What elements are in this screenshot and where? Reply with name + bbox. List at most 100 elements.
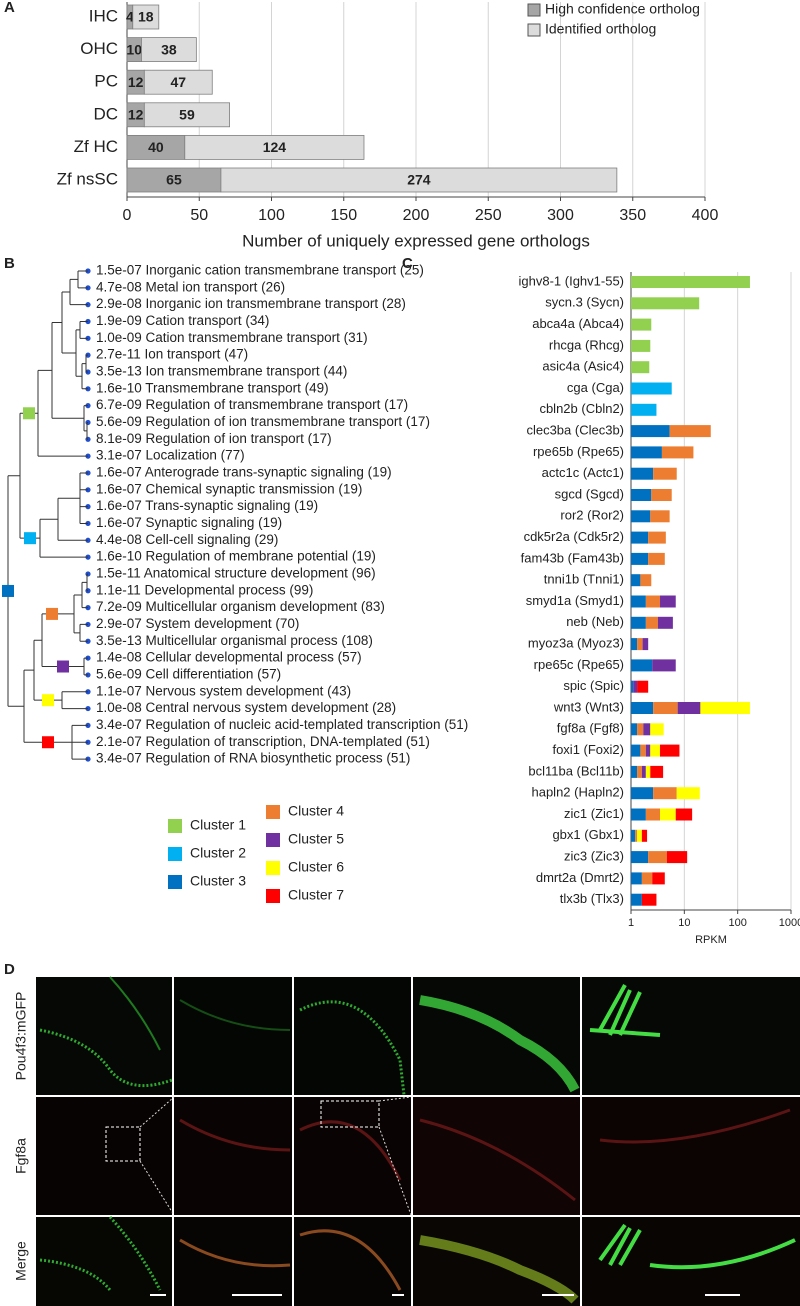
cluster-marker [2,584,14,597]
bar-segment [631,339,651,352]
bar-segment [677,702,701,714]
x-tick-label: 400 [692,207,719,224]
bar-segment [631,829,636,842]
category-label: IHC [89,6,118,25]
go-term: 3.4e-07 Regulation of nucleic acid-templ… [96,717,468,732]
go-term: 1.4e-08 Cellular developmental process (… [96,650,362,665]
category-label: zic3 (Zic3) [564,849,624,864]
cluster-marker [23,407,35,420]
bar-segment [631,765,638,778]
bar-segment [660,595,676,608]
x-tick-label: 300 [547,207,574,224]
bar-segment [640,744,646,757]
value-label: 40 [148,139,164,155]
inset-box [320,1100,380,1128]
bar-segment [645,808,661,821]
cluster-marker [24,532,36,545]
category-label: myoz3a (Myoz3) [528,636,624,651]
bar-segment [653,467,677,480]
cell-signal [589,984,661,1037]
category-label: Zf HC [74,137,118,156]
bar-segment [631,808,646,821]
dendrogram [2,270,88,760]
bar-segment [650,744,661,757]
go-term: 1.6e-07 Chemical synaptic transmission (… [96,481,362,496]
category-label: rhcga (Rhcg) [549,337,624,352]
category-label: dmrt2a (Dmrt2) [536,870,624,885]
image [36,1217,172,1306]
bar-segment [648,552,665,565]
bar-segment [645,765,651,778]
go-term: 1.1e-07 Nervous system development (43) [96,683,351,698]
go-term: 4.7e-08 Metal ion transport (26) [96,279,285,294]
category-label: clec3ba (Clec3b) [526,423,624,438]
bar-segment [652,659,676,672]
bar-segment [631,467,654,480]
bar-segment [637,765,642,778]
value-label: 47 [171,74,187,90]
image [174,977,292,1095]
category-label: sgcd (Sgcd) [555,486,624,501]
bar-segment [640,574,652,587]
x-tick-label: 10 [678,917,690,929]
bar-segment [657,616,673,629]
micrograph-panel [36,976,800,1306]
go-term: 5.6e-09 Cell differentiation (57) [96,666,281,681]
bar-segment [645,616,658,629]
image [174,1097,292,1215]
value-label: 65 [166,172,182,188]
go-term: 8.1e-09 Regulation of ion transport (17) [96,431,332,446]
bar-segment [645,744,651,757]
bar-segment [631,638,638,651]
x-tick-label: 200 [403,207,430,224]
cell-signal [39,1215,162,1291]
bar-segment [637,638,643,651]
value-label: 18 [138,9,154,25]
category-label: gbx1 (Gbx1) [552,827,624,842]
bar-segment [631,744,641,757]
legend-label: Cluster 2 [190,845,246,861]
x-tick-label: 0 [123,207,132,224]
go-term: 2.1e-07 Regulation of transcription, DNA… [96,734,430,749]
category-label: OHC [80,39,118,58]
category-label: cga (Cga) [567,380,624,395]
image [36,977,172,1095]
bar-segment [631,659,653,672]
bar-segment [631,425,670,438]
legend-swatch [527,23,541,37]
bar-segment [141,37,197,62]
category-label: fgf8a (Fgf8) [557,721,624,736]
bar-segment [675,808,693,821]
bar-segment [631,787,654,800]
category-label: tnni1b (Tnni1) [544,572,624,587]
image [294,977,411,1095]
row-label: Pou4f3:mGFP [13,992,29,1081]
bar-segment [631,531,649,544]
category-label: cbln2b (Cbln2) [539,401,624,416]
bar-segment [143,102,230,128]
bar-segment [631,723,638,736]
bar-segment [650,765,664,778]
legend-label: Cluster 5 [288,831,344,847]
go-term: 4.4e-08 Cell-cell signaling (29) [96,532,278,547]
legend-swatch [168,847,182,861]
bar-segment [126,167,222,193]
bar-segment [645,595,661,608]
legend-label: Cluster 6 [288,859,344,875]
bar-segment [132,4,160,30]
bar-segment [641,829,648,842]
go-term: 1.6e-07 Trans-synaptic signaling (19) [96,498,318,513]
legend-label: Cluster 1 [190,817,246,833]
go-term: 6.7e-09 Regulation of transmembrane tran… [96,397,408,412]
image [582,1097,800,1215]
row-label: Merge [13,1241,29,1281]
category-label: rpe65b (Rpe65) [533,444,624,459]
category-label: sycn.3 (Sycn) [545,295,624,310]
bar-segment [631,446,662,459]
x-tick-label: 250 [475,207,502,224]
go-term: 1.6e-10 Regulation of membrane potential… [96,549,376,564]
bar-segment [661,446,694,459]
cluster-marker [42,736,54,749]
category-label: foxi1 (Foxi2) [552,742,624,757]
image [36,1097,172,1215]
